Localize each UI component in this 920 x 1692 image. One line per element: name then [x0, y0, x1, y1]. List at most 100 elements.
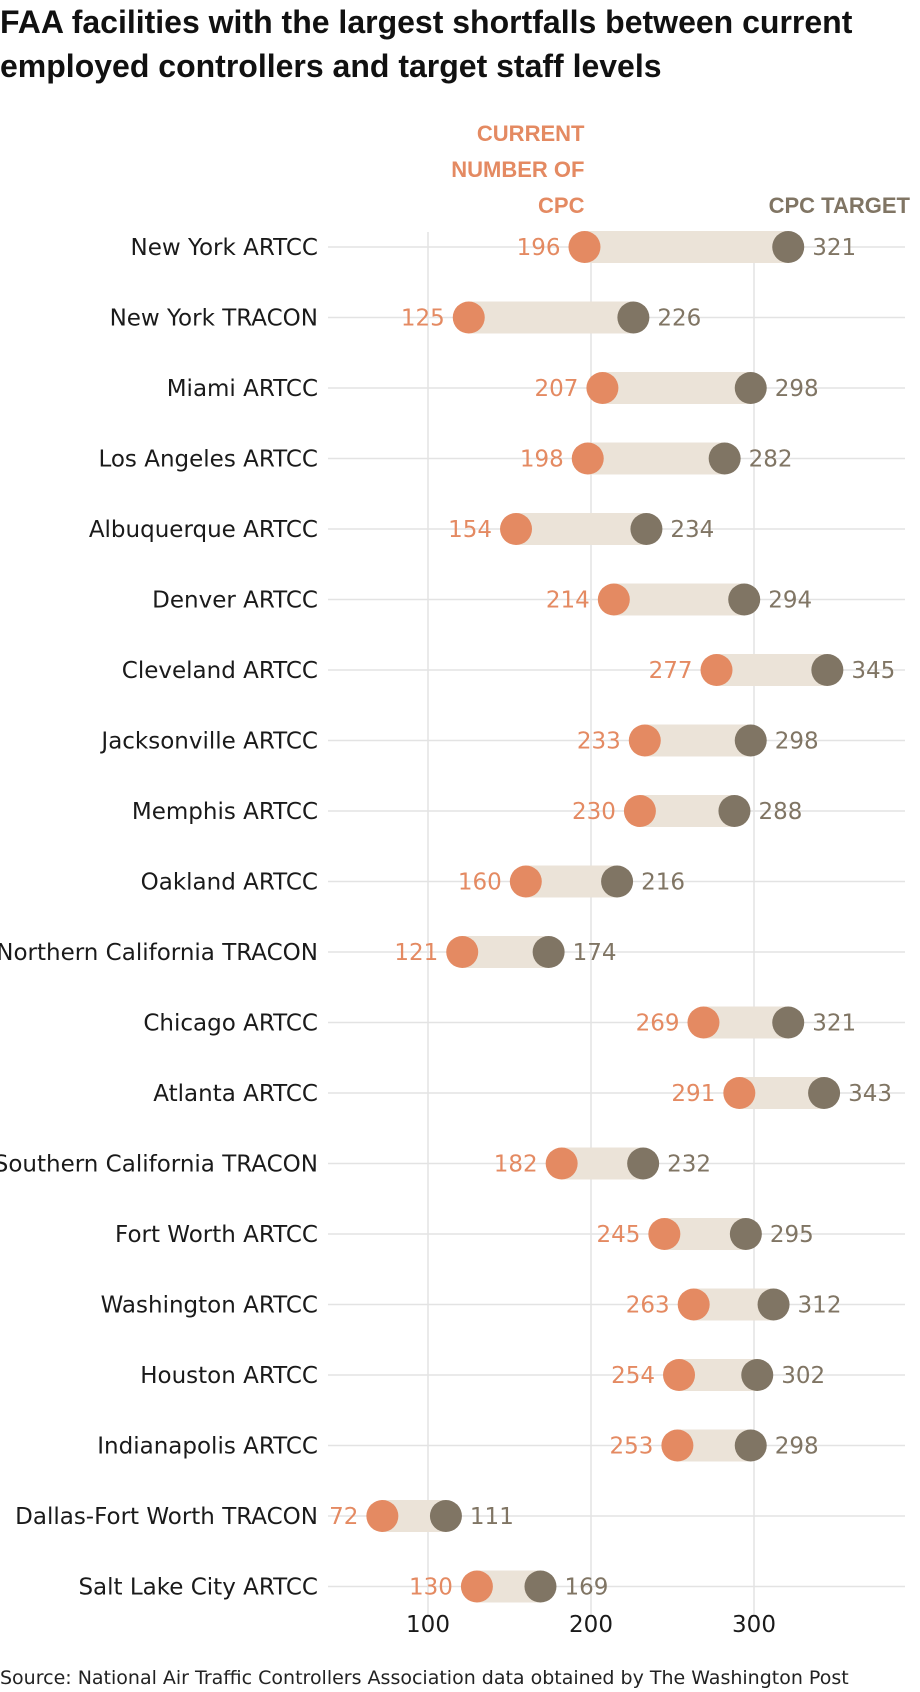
target-dot — [734, 1429, 767, 1462]
current-dot — [545, 1147, 578, 1180]
target-dot — [601, 865, 634, 898]
current-dot — [677, 1288, 710, 1321]
current-value-label: 269 — [636, 1011, 680, 1037]
current-value-label: 214 — [546, 588, 590, 614]
category-label: Washington ARTCC — [101, 1293, 318, 1319]
axis-layer: 100 200 300 — [406, 1612, 776, 1638]
target-dot — [532, 936, 565, 968]
current-value-label: 154 — [448, 517, 492, 543]
current-dot — [623, 795, 656, 827]
target-dot — [741, 1359, 774, 1391]
current-value-label: 72 — [329, 1504, 358, 1530]
current-dot — [366, 1500, 399, 1532]
label-layer: New York ARTCC 196 321 New York TRACON 125 22… — [0, 235, 895, 1601]
category-label: Miami ARTCC — [167, 376, 318, 402]
target-value-label: 294 — [768, 588, 812, 614]
current-value-label: 160 — [458, 870, 502, 896]
current-value-label: 198 — [520, 447, 564, 473]
target-dot — [617, 301, 650, 334]
legend-current-line: NUMBER OF — [451, 157, 584, 182]
target-value-label: 232 — [667, 1152, 711, 1178]
current-dot — [700, 654, 733, 686]
legend-layer: CURRENT NUMBER OF CPC CPC TARGET — [451, 121, 910, 218]
category-label: Cleveland ARTCC — [122, 658, 318, 684]
target-dot — [729, 1218, 762, 1250]
category-label: Southern California TRACON — [0, 1152, 318, 1178]
bar-layer — [382, 231, 828, 1603]
gap-bar — [613, 583, 745, 616]
current-value-label: 263 — [626, 1293, 670, 1319]
category-label: New York TRACON — [110, 306, 318, 332]
category-label: Memphis ARTCC — [132, 799, 318, 825]
current-value-label: 182 — [494, 1152, 538, 1178]
dot-layer — [366, 231, 844, 1603]
gap-bar — [602, 372, 751, 404]
legend-current-line: CPC — [538, 193, 585, 218]
category-label: New York ARTCC — [131, 235, 319, 261]
gap-bar — [584, 231, 789, 263]
current-value-label: 253 — [609, 1434, 653, 1460]
current-dot — [648, 1218, 681, 1250]
x-tick-label: 100 — [406, 1612, 450, 1638]
target-value-label: 321 — [812, 235, 856, 261]
target-value-label: 295 — [770, 1222, 814, 1248]
current-value-label: 130 — [409, 1575, 453, 1601]
current-value-label: 277 — [649, 658, 693, 684]
current-dot — [687, 1006, 720, 1039]
target-dot — [772, 231, 805, 263]
current-value-label: 233 — [577, 729, 621, 755]
current-dot — [509, 865, 542, 898]
gap-bar — [587, 442, 725, 475]
current-dot — [452, 301, 485, 334]
current-dot — [663, 1359, 696, 1391]
current-dot — [571, 442, 604, 475]
current-value-label: 125 — [401, 306, 445, 332]
current-dot — [500, 513, 533, 545]
target-dot — [718, 795, 751, 827]
legend-current-line: CURRENT — [477, 121, 585, 146]
current-value-label: 230 — [572, 799, 616, 825]
gap-bar — [468, 301, 634, 334]
target-value-label: 298 — [775, 729, 819, 755]
target-value-label: 169 — [564, 1575, 608, 1601]
target-dot — [811, 654, 844, 686]
current-value-label: 121 — [394, 940, 438, 966]
current-dot — [460, 1570, 493, 1603]
category-label: Indianapolis ARTCC — [97, 1434, 318, 1460]
target-dot — [708, 442, 741, 475]
current-dot — [661, 1429, 694, 1462]
target-dot — [757, 1288, 790, 1321]
grid-layer — [328, 232, 905, 1615]
target-value-label: 343 — [848, 1081, 892, 1107]
category-label: Atlanta ARTCC — [153, 1081, 318, 1107]
current-value-label: 207 — [535, 376, 579, 402]
current-value-label: 196 — [517, 235, 561, 261]
target-value-label: 282 — [749, 447, 793, 473]
target-dot — [728, 583, 761, 616]
target-dot — [772, 1006, 805, 1039]
category-label: Fort Worth ARTCC — [115, 1222, 318, 1248]
current-dot — [568, 231, 601, 263]
gap-bar — [644, 724, 751, 757]
gap-bar — [516, 513, 647, 545]
category-label: Albuquerque ARTCC — [89, 517, 318, 543]
category-label: Dallas-Fort Worth TRACON — [15, 1504, 318, 1530]
target-dot — [524, 1570, 557, 1603]
target-value-label: 234 — [670, 517, 714, 543]
category-label: Los Angeles ARTCC — [98, 447, 318, 473]
category-label: Northern California TRACON — [0, 940, 318, 966]
current-dot — [628, 724, 661, 757]
current-value-label: 291 — [671, 1081, 715, 1107]
target-dot — [627, 1147, 660, 1180]
source-note: Source: National Air Traffic Controllers… — [0, 1667, 849, 1689]
category-label: Chicago ARTCC — [143, 1011, 318, 1037]
target-dot — [734, 372, 767, 404]
target-value-label: 288 — [758, 799, 802, 825]
category-label: Denver ARTCC — [152, 588, 318, 614]
target-value-label: 111 — [470, 1504, 514, 1530]
x-tick-label: 200 — [569, 1612, 613, 1638]
current-value-label: 254 — [611, 1363, 655, 1389]
target-value-label: 298 — [775, 376, 819, 402]
current-dot — [723, 1077, 756, 1109]
